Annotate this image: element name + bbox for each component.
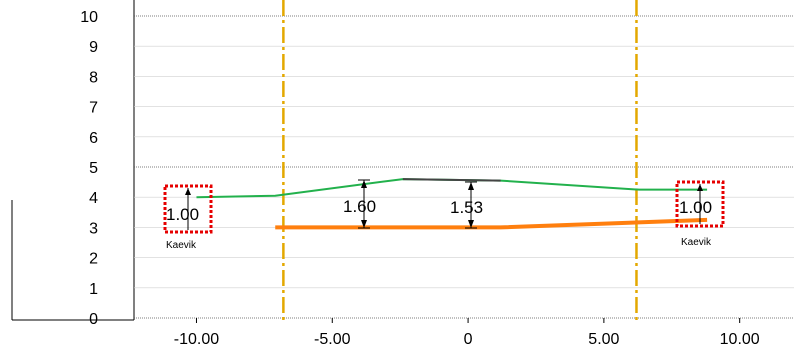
y-tick-label: 1	[89, 281, 98, 298]
design-line	[275, 217, 708, 230]
left-ditch-label: Kaevik	[166, 240, 197, 251]
y-axis-ticks: 0 1 2 3 4 5 6 7 8 9 10	[80, 9, 98, 328]
axis-frame	[11, 0, 135, 321]
left-ditch-marker	[163, 184, 213, 234]
y-tick-label: 8	[89, 69, 98, 86]
y-tick-label: 10	[80, 9, 98, 26]
existing-ground-line	[196, 178, 708, 199]
x-tick-label: 10.00	[720, 331, 760, 348]
center-right-depth-label: 1.53	[450, 198, 483, 217]
x-tick-label: -10.00	[174, 331, 219, 348]
y-tick-label: 3	[89, 220, 98, 237]
right-ditch-label: Kaevik	[681, 237, 712, 248]
y-tick-label: 4	[89, 190, 98, 207]
y-tick-label: 7	[89, 100, 98, 117]
x-tick-label: 5.00	[588, 331, 619, 348]
boundary-lines	[282, 0, 638, 320]
x-axis-ticks: -10.00 -5.00 0 5.00 10.00	[174, 318, 760, 348]
road-surface-line	[402, 178, 501, 182]
y-tick-label: 0	[89, 311, 98, 328]
x-tick-label: -5.00	[314, 331, 351, 348]
grid-lines	[134, 15, 794, 319]
right-ditch-depth-label: 1.00	[679, 198, 712, 217]
y-tick-label: 5	[89, 160, 98, 177]
center-left-dimension-arrow	[358, 179, 370, 229]
y-tick-label: 6	[89, 130, 98, 147]
x-tick-label: 0	[464, 331, 473, 348]
y-tick-label: 2	[89, 251, 98, 268]
left-ditch-depth-label: 1.00	[166, 205, 199, 224]
y-tick-label: 9	[89, 39, 98, 56]
center-left-depth-label: 1.60	[343, 197, 376, 216]
center-right-dimension-arrow	[465, 181, 477, 229]
right-ditch-marker	[675, 180, 725, 228]
